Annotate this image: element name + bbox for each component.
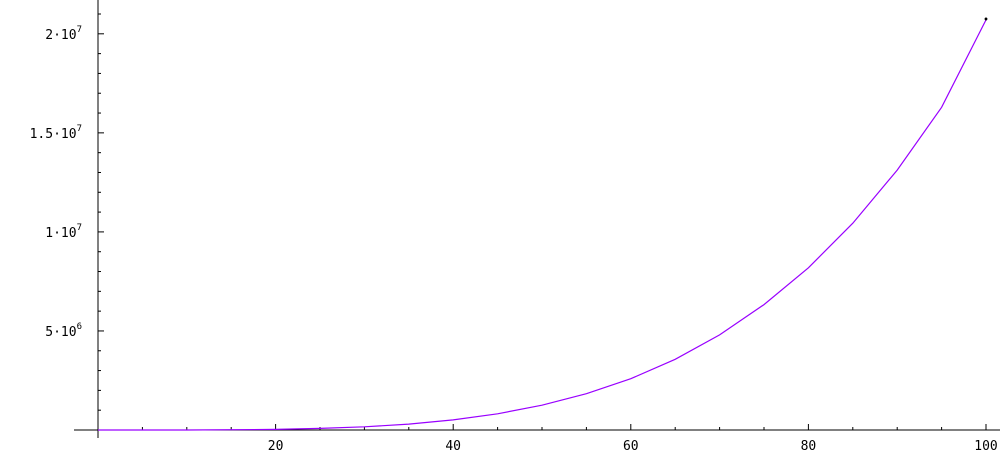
series-line [98, 19, 987, 431]
x-tick-label: 20 [268, 439, 284, 454]
x-tick-label: 40 [445, 439, 461, 454]
y-tick-label: 1.5·107 [30, 124, 82, 142]
axes [74, 0, 1000, 438]
y-tick-label: 1·107 [45, 223, 82, 241]
x-tick-label: 80 [801, 439, 817, 454]
x-tick-label: 60 [623, 439, 639, 454]
y-tick-label: 2·107 [45, 25, 82, 43]
y-tick-label: 5·106 [45, 322, 82, 340]
series-layer [98, 17, 988, 431]
end-point-marker [984, 17, 988, 21]
y-ticks: 5·106 1·107 1.5·107 2·107 [30, 13, 104, 411]
x-tick-label: 100 [974, 439, 997, 454]
x-ticks: 20 40 60 80 100 [141, 424, 998, 454]
